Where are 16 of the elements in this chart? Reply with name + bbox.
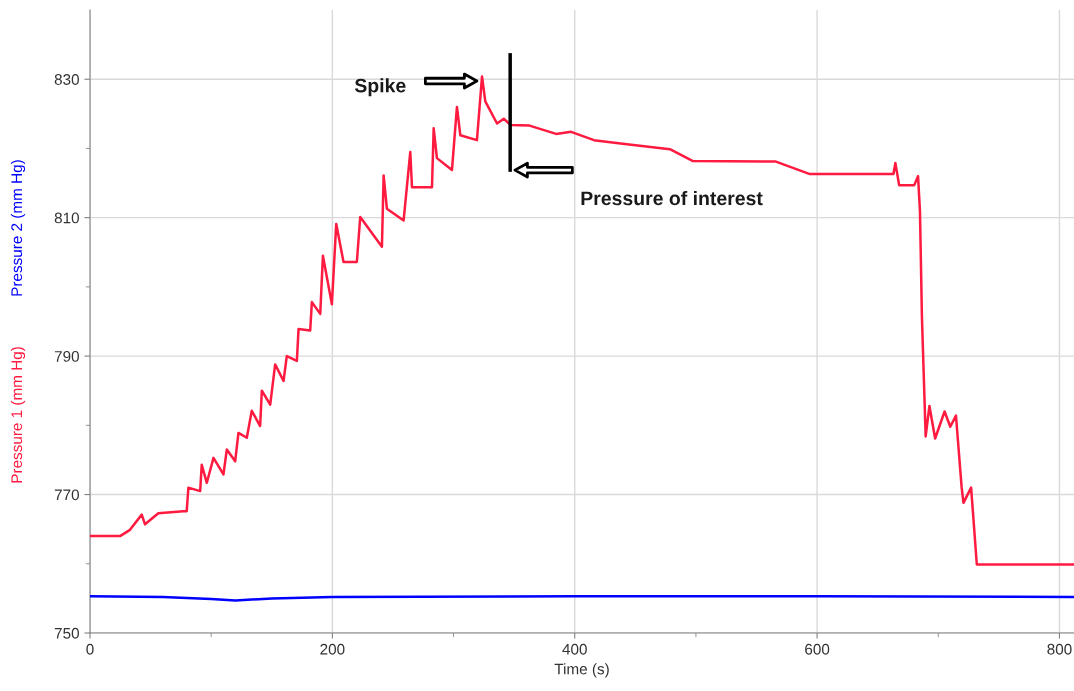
y-tick-label: 790 bbox=[54, 350, 79, 362]
x-tick-label: 0 bbox=[86, 643, 94, 655]
text: Pressure 2 (mm Hg) bbox=[10, 160, 26, 296]
y-tick-label: 750 bbox=[54, 627, 79, 639]
y-tick-label: 770 bbox=[54, 489, 79, 501]
x-tick-label: 800 bbox=[1047, 643, 1072, 655]
x-tick-label: 400 bbox=[562, 643, 587, 655]
x-tick-label: 600 bbox=[805, 643, 830, 655]
annotation: Spike bbox=[354, 78, 406, 97]
y-tick-label: 810 bbox=[54, 212, 79, 224]
text: Pressure 1 (mm Hg) bbox=[10, 347, 26, 483]
x-axis-title: Time (s) bbox=[554, 663, 609, 678]
x-tick-label: 200 bbox=[320, 643, 345, 655]
line-series bbox=[90, 75, 1074, 566]
y-tick-label: 830 bbox=[54, 74, 79, 85]
annotation: Pressure of interest bbox=[581, 190, 763, 206]
